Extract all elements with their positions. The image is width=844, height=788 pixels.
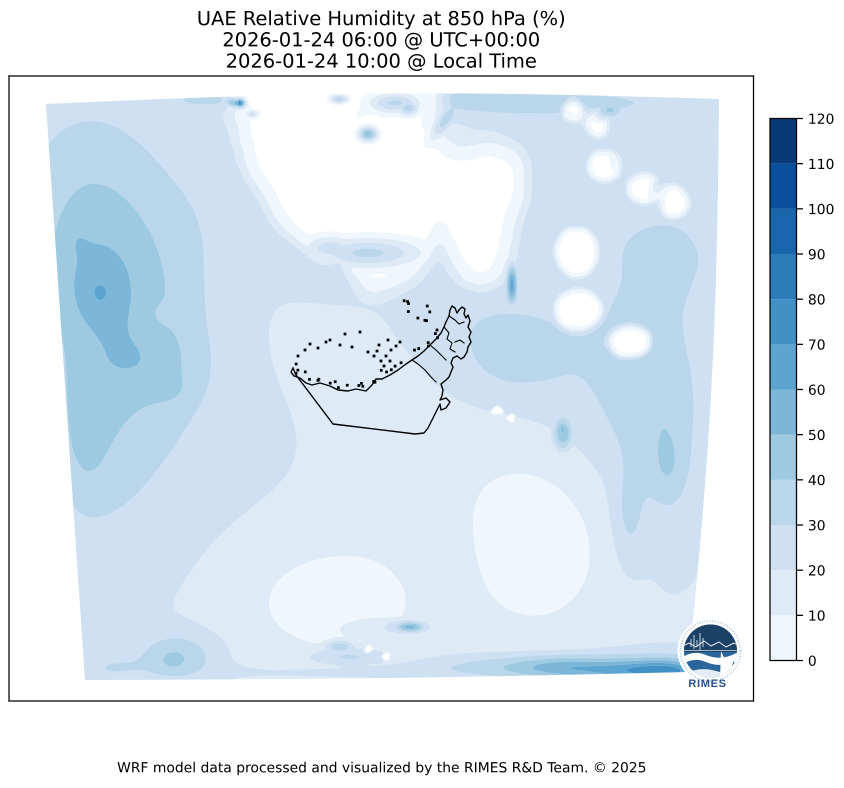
svg-text:RIMES: RIMES [688, 678, 726, 690]
